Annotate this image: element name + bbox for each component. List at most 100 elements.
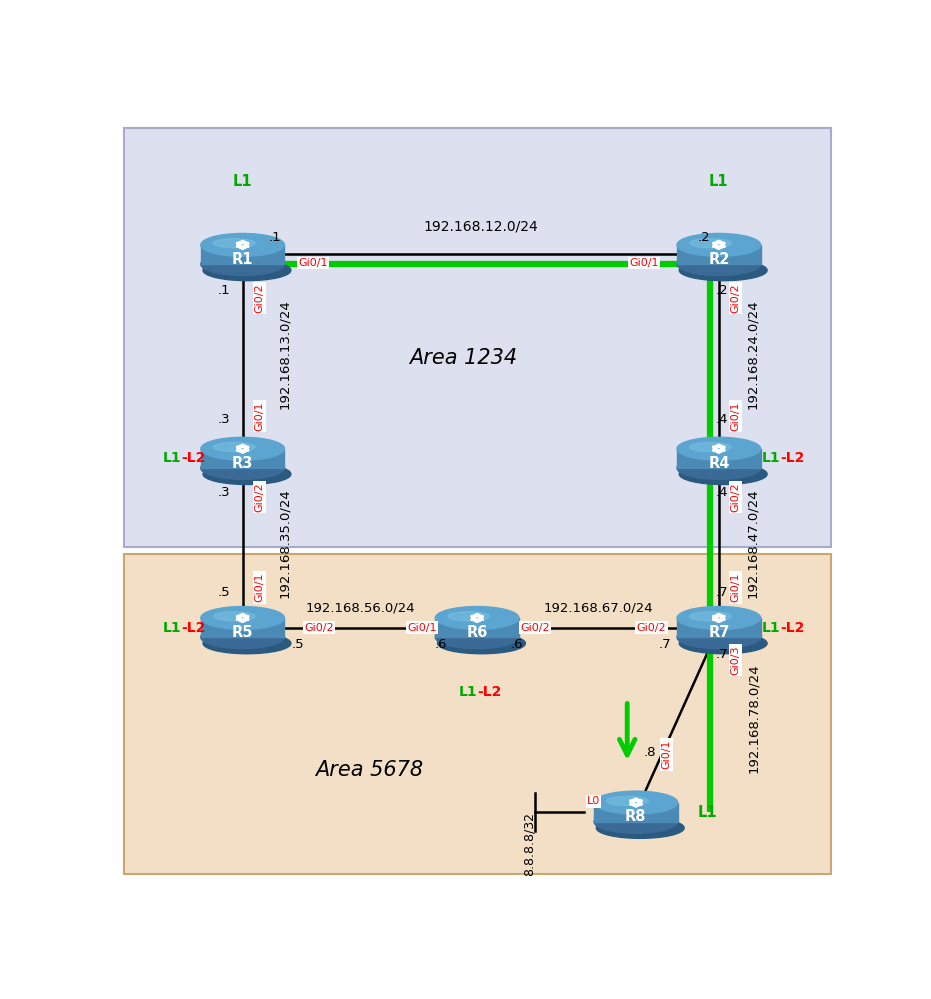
- Ellipse shape: [680, 260, 767, 281]
- Text: .7: .7: [658, 638, 671, 651]
- Text: L1: L1: [233, 174, 252, 189]
- Ellipse shape: [677, 625, 761, 648]
- Text: R4: R4: [708, 456, 730, 471]
- Text: Gi0/2: Gi0/2: [520, 622, 550, 632]
- Polygon shape: [201, 618, 285, 637]
- Text: R5: R5: [232, 625, 253, 640]
- Ellipse shape: [203, 464, 290, 485]
- Text: Gi0/1: Gi0/1: [629, 258, 659, 268]
- Text: .2: .2: [716, 284, 728, 297]
- Ellipse shape: [213, 611, 255, 620]
- Ellipse shape: [201, 457, 285, 480]
- Text: .4: .4: [716, 414, 728, 427]
- Text: .6: .6: [510, 638, 523, 651]
- Text: L1: L1: [762, 452, 780, 466]
- Text: -L2: -L2: [780, 620, 804, 634]
- FancyBboxPatch shape: [124, 554, 830, 874]
- Text: L1: L1: [697, 804, 717, 820]
- Ellipse shape: [213, 443, 255, 452]
- Text: Gi0/2: Gi0/2: [254, 482, 264, 511]
- Ellipse shape: [677, 234, 761, 257]
- Ellipse shape: [677, 438, 761, 461]
- Text: .8: .8: [643, 745, 656, 758]
- Ellipse shape: [438, 633, 525, 653]
- Ellipse shape: [201, 234, 285, 257]
- Text: L1: L1: [163, 620, 182, 634]
- Text: L1: L1: [163, 452, 182, 466]
- Text: Gi0/1: Gi0/1: [407, 622, 437, 632]
- Text: Gi0/1: Gi0/1: [254, 572, 264, 602]
- Text: .7: .7: [716, 648, 728, 661]
- Text: L1: L1: [458, 685, 477, 699]
- Text: L1: L1: [762, 620, 780, 634]
- Ellipse shape: [203, 633, 290, 653]
- Text: 192.168.47.0/24: 192.168.47.0/24: [747, 489, 760, 597]
- Text: 192.168.13.0/24: 192.168.13.0/24: [278, 300, 291, 410]
- Ellipse shape: [436, 606, 519, 629]
- Ellipse shape: [607, 796, 648, 805]
- Text: Gi0/1: Gi0/1: [731, 402, 740, 431]
- Ellipse shape: [690, 611, 732, 620]
- Text: Gi0/2: Gi0/2: [304, 622, 333, 632]
- Ellipse shape: [201, 625, 285, 648]
- Text: .3: .3: [218, 414, 230, 427]
- Ellipse shape: [680, 464, 767, 485]
- Text: 192.168.56.0/24: 192.168.56.0/24: [305, 601, 415, 614]
- Ellipse shape: [677, 253, 761, 276]
- Polygon shape: [594, 802, 678, 822]
- Text: .7: .7: [716, 586, 728, 599]
- Text: Gi0/2: Gi0/2: [254, 284, 264, 313]
- Text: Gi0/1: Gi0/1: [661, 739, 671, 769]
- Text: 192.168.12.0/24: 192.168.12.0/24: [424, 219, 538, 233]
- Ellipse shape: [201, 438, 285, 461]
- Text: Gi0/1: Gi0/1: [731, 572, 740, 602]
- Ellipse shape: [594, 810, 678, 833]
- Ellipse shape: [690, 443, 732, 452]
- Text: 192.168.78.0/24: 192.168.78.0/24: [747, 663, 760, 773]
- Text: Gi0/3: Gi0/3: [731, 645, 740, 674]
- Text: Gi0/2: Gi0/2: [637, 622, 667, 632]
- Text: .4: .4: [716, 486, 728, 499]
- Text: Area 1234: Area 1234: [409, 349, 517, 369]
- Text: 8.8.8.8/32: 8.8.8.8/32: [522, 812, 535, 876]
- Text: R1: R1: [232, 252, 253, 267]
- Text: Gi0/2: Gi0/2: [731, 284, 740, 313]
- Polygon shape: [677, 618, 761, 637]
- Polygon shape: [677, 449, 761, 468]
- Text: L0: L0: [587, 796, 600, 806]
- Ellipse shape: [690, 239, 732, 248]
- Text: 192.168.24.0/24: 192.168.24.0/24: [747, 300, 760, 410]
- Text: 192.168.67.0/24: 192.168.67.0/24: [544, 601, 654, 614]
- Text: Gi0/2: Gi0/2: [731, 482, 740, 511]
- Text: .1: .1: [268, 231, 281, 244]
- Text: R8: R8: [625, 809, 647, 824]
- Text: -L2: -L2: [477, 685, 502, 699]
- Polygon shape: [677, 245, 761, 264]
- Text: R6: R6: [466, 625, 488, 640]
- Ellipse shape: [594, 791, 678, 814]
- FancyBboxPatch shape: [124, 128, 830, 546]
- Text: Gi0/1: Gi0/1: [254, 402, 264, 431]
- Text: R7: R7: [708, 625, 730, 640]
- Ellipse shape: [201, 253, 285, 276]
- Polygon shape: [436, 618, 519, 637]
- Ellipse shape: [213, 239, 255, 248]
- Text: R3: R3: [232, 456, 253, 471]
- Ellipse shape: [596, 817, 684, 838]
- Ellipse shape: [677, 457, 761, 480]
- Text: -L2: -L2: [780, 452, 804, 466]
- Text: Area 5678: Area 5678: [315, 760, 423, 780]
- Text: .3: .3: [218, 486, 230, 499]
- Text: .5: .5: [292, 638, 304, 651]
- Polygon shape: [201, 449, 285, 468]
- Text: .2: .2: [697, 231, 709, 244]
- Ellipse shape: [448, 611, 490, 620]
- Text: L1: L1: [709, 174, 729, 189]
- Text: .1: .1: [218, 284, 230, 297]
- Text: -L2: -L2: [182, 452, 206, 466]
- Text: Gi0/1: Gi0/1: [298, 258, 328, 268]
- Ellipse shape: [436, 625, 519, 648]
- Ellipse shape: [677, 606, 761, 629]
- Text: .6: .6: [435, 638, 447, 651]
- Ellipse shape: [203, 260, 290, 281]
